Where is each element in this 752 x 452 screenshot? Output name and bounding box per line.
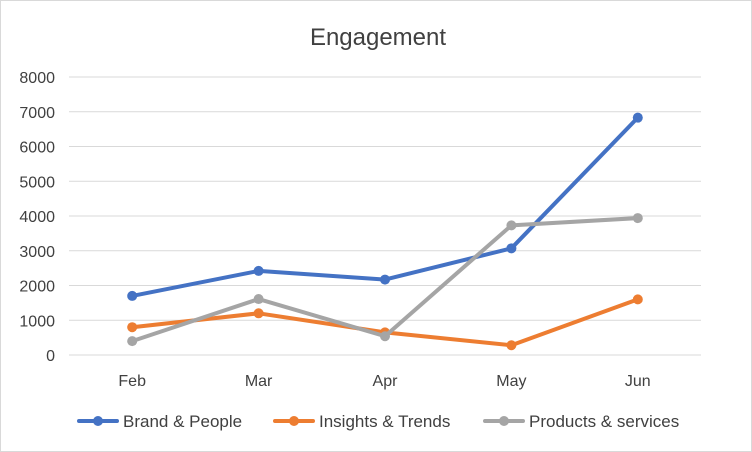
- y-tick-label: 6000: [19, 140, 55, 157]
- legend-label: Products & services: [529, 412, 679, 431]
- data-point: [127, 290, 138, 301]
- data-point: [632, 213, 643, 224]
- legend-swatch-marker: [289, 416, 299, 426]
- y-tick-label: 7000: [19, 105, 55, 122]
- legend-item: Brand & People: [77, 412, 242, 431]
- data-point: [506, 243, 517, 254]
- legend-item: Insights & Trends: [273, 412, 450, 431]
- y-tick-label: 5000: [19, 174, 55, 191]
- y-axis-ticks: 0 1000 2000 3000 4000 5000 6000 7000 8000: [19, 70, 55, 365]
- x-tick-label: Feb: [118, 373, 146, 390]
- x-tick-label: Jun: [625, 373, 651, 390]
- y-tick-label: 0: [46, 348, 55, 365]
- legend-swatch-marker: [93, 416, 103, 426]
- y-tick-label: 1000: [19, 313, 55, 330]
- legend: Brand & People Insights & Trends Products …: [77, 412, 679, 431]
- x-axis-ticks: Feb Mar Apr May Jun: [118, 373, 650, 390]
- series-lines: [127, 112, 643, 351]
- data-point: [506, 340, 517, 351]
- data-point: [506, 220, 517, 231]
- y-tick-label: 2000: [19, 279, 55, 296]
- x-tick-label: Mar: [245, 373, 273, 390]
- series-insights-trends: [127, 294, 643, 351]
- series-line: [130, 115, 640, 298]
- data-point: [253, 294, 264, 305]
- data-point: [632, 112, 643, 123]
- y-tick-label: 3000: [19, 244, 55, 261]
- data-point: [127, 322, 138, 333]
- data-point: [253, 265, 264, 276]
- series-brand-people: [127, 112, 643, 301]
- gridlines: [69, 76, 701, 356]
- data-point: [380, 274, 390, 285]
- data-point: [380, 331, 390, 342]
- legend-label: Insights & Trends: [319, 412, 450, 431]
- x-tick-label: Apr: [373, 373, 399, 390]
- y-tick-label: 4000: [19, 209, 55, 226]
- data-point: [127, 336, 138, 347]
- x-tick-label: May: [496, 373, 526, 390]
- data-point: [253, 308, 264, 319]
- y-tick-label: 8000: [19, 70, 55, 87]
- series-products-services: [127, 213, 643, 347]
- legend-label: Brand & People: [123, 412, 242, 431]
- data-point: [632, 294, 643, 305]
- legend-swatch-marker: [499, 416, 509, 426]
- chart-title: Engagement: [310, 24, 446, 51]
- legend-item: Products & services: [483, 412, 679, 431]
